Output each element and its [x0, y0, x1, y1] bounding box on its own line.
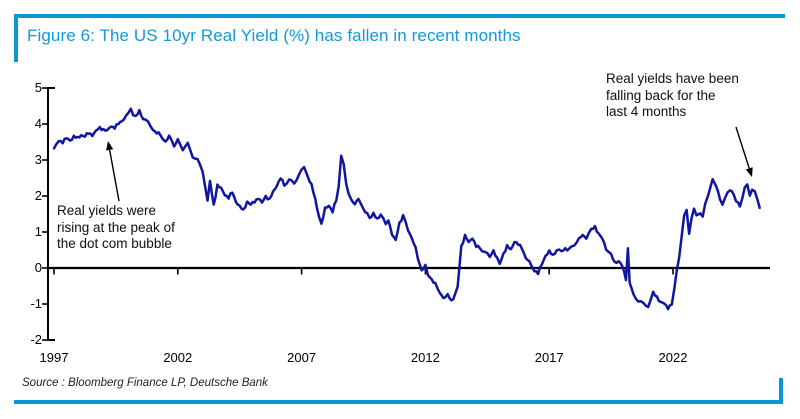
annotation-text-line: Real yields have been	[606, 71, 739, 86]
annotation-dotcom-bubble: Real yields were rising at the peak of t…	[57, 203, 175, 253]
annotation-text-line: rising at the peak of	[57, 219, 175, 235]
source-note: Source : Bloomberg Finance LP, Deutsche …	[22, 377, 268, 389]
top-accent-bar	[14, 14, 785, 18]
recent-arrow-head	[745, 167, 753, 177]
recent-arrow-shaft	[735, 126, 750, 169]
annotation-text-line: the dot com bubble	[57, 236, 172, 251]
figure-title: Figure 6: The US 10yr Real Yield (%) has…	[27, 26, 521, 45]
title-accent-bar	[14, 14, 18, 62]
annotation-text-line: Real yields were	[57, 203, 157, 218]
annotation-text-line: last 4 months	[606, 104, 687, 119]
bottom-accent-bar	[14, 400, 783, 404]
annotation-recent-fall: Real yields have been falling back for t…	[606, 71, 739, 121]
dotcom-arrow-shaft	[108, 149, 120, 202]
dotcom-arrow-head	[106, 141, 114, 151]
bottom-right-accent-bar	[779, 378, 783, 404]
real-yield-line	[52, 107, 761, 311]
annotation-text-line: falling back for the	[606, 87, 716, 103]
